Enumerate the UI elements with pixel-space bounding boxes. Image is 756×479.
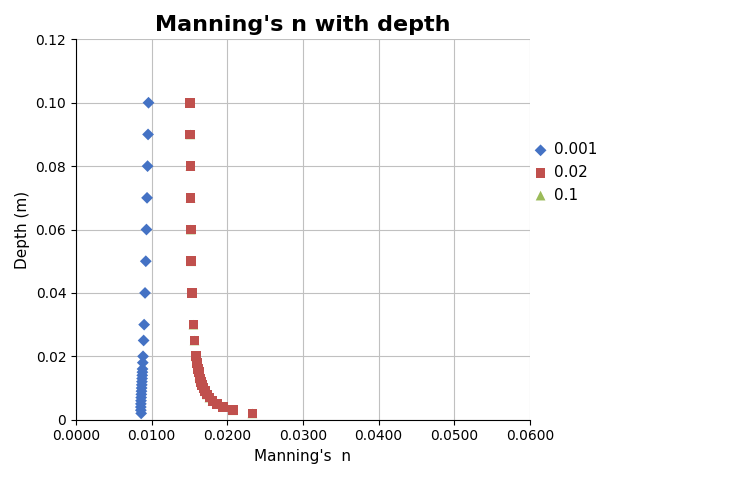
- 0.02: [227, 406, 239, 414]
- 0.02: [201, 390, 213, 398]
- Title: Manning's n with depth: Manning's n with depth: [155, 15, 451, 35]
- 0.1: [197, 381, 209, 388]
- 0.02: [184, 162, 197, 170]
- 0.1: [184, 226, 197, 233]
- 0.02: [211, 400, 223, 408]
- 0.001: [140, 257, 152, 265]
- 0.02: [199, 388, 211, 395]
- 0.02: [195, 378, 207, 386]
- 0.001: [139, 289, 151, 297]
- 0.02: [192, 365, 204, 373]
- 0.02: [197, 384, 209, 392]
- 0.02: [203, 394, 215, 401]
- 0.1: [187, 321, 200, 329]
- 0.02: [191, 359, 203, 366]
- 0.001: [138, 321, 150, 329]
- 0.001: [142, 131, 154, 138]
- X-axis label: Manning's  n: Manning's n: [255, 449, 352, 464]
- 0.02: [193, 368, 205, 376]
- Legend: 0.001, 0.02, 0.1: 0.001, 0.02, 0.1: [528, 136, 604, 209]
- 0.1: [194, 375, 206, 382]
- 0.02: [186, 289, 198, 297]
- 0.001: [141, 162, 153, 170]
- 0.1: [246, 410, 259, 417]
- 0.02: [184, 226, 197, 233]
- 0.001: [136, 368, 148, 376]
- 0.001: [135, 403, 147, 411]
- 0.02: [184, 131, 197, 138]
- 0.001: [141, 226, 153, 233]
- 0.1: [188, 337, 200, 344]
- 0.1: [201, 390, 213, 398]
- 0.001: [137, 365, 149, 373]
- 0.001: [136, 375, 148, 382]
- 0.02: [206, 397, 218, 405]
- 0.1: [185, 257, 197, 265]
- 0.001: [135, 406, 147, 414]
- 0.1: [186, 289, 198, 297]
- 0.1: [190, 353, 202, 360]
- 0.001: [138, 337, 150, 344]
- 0.02: [217, 403, 229, 411]
- 0.1: [191, 359, 203, 366]
- 0.1: [206, 397, 218, 405]
- 0.1: [184, 162, 197, 170]
- 0.001: [137, 353, 149, 360]
- 0.001: [141, 194, 153, 202]
- 0.001: [135, 384, 147, 392]
- 0.1: [217, 403, 229, 411]
- 0.02: [184, 194, 197, 202]
- 0.001: [135, 400, 147, 408]
- 0.1: [199, 388, 211, 395]
- 0.001: [142, 99, 154, 106]
- 0.02: [194, 372, 206, 379]
- 0.1: [193, 368, 205, 376]
- 0.02: [246, 410, 259, 417]
- 0.001: [135, 397, 147, 405]
- 0.02: [190, 353, 202, 360]
- 0.001: [135, 388, 147, 395]
- 0.001: [135, 394, 147, 401]
- 0.1: [184, 99, 197, 106]
- 0.1: [227, 406, 239, 414]
- 0.001: [136, 378, 148, 386]
- Y-axis label: Depth (m): Depth (m): [15, 191, 30, 269]
- 0.02: [184, 99, 197, 106]
- 0.1: [197, 384, 209, 392]
- 0.1: [195, 378, 207, 386]
- 0.1: [184, 131, 197, 138]
- 0.02: [197, 381, 209, 388]
- 0.1: [203, 394, 215, 401]
- 0.1: [192, 365, 204, 373]
- 0.02: [185, 257, 197, 265]
- 0.001: [135, 390, 147, 398]
- 0.02: [187, 321, 200, 329]
- 0.001: [135, 410, 147, 417]
- 0.001: [137, 359, 149, 366]
- 0.001: [136, 381, 148, 388]
- 0.1: [194, 372, 206, 379]
- 0.02: [194, 375, 206, 382]
- 0.001: [136, 372, 148, 379]
- 0.1: [211, 400, 223, 408]
- 0.1: [184, 194, 197, 202]
- 0.02: [188, 337, 200, 344]
